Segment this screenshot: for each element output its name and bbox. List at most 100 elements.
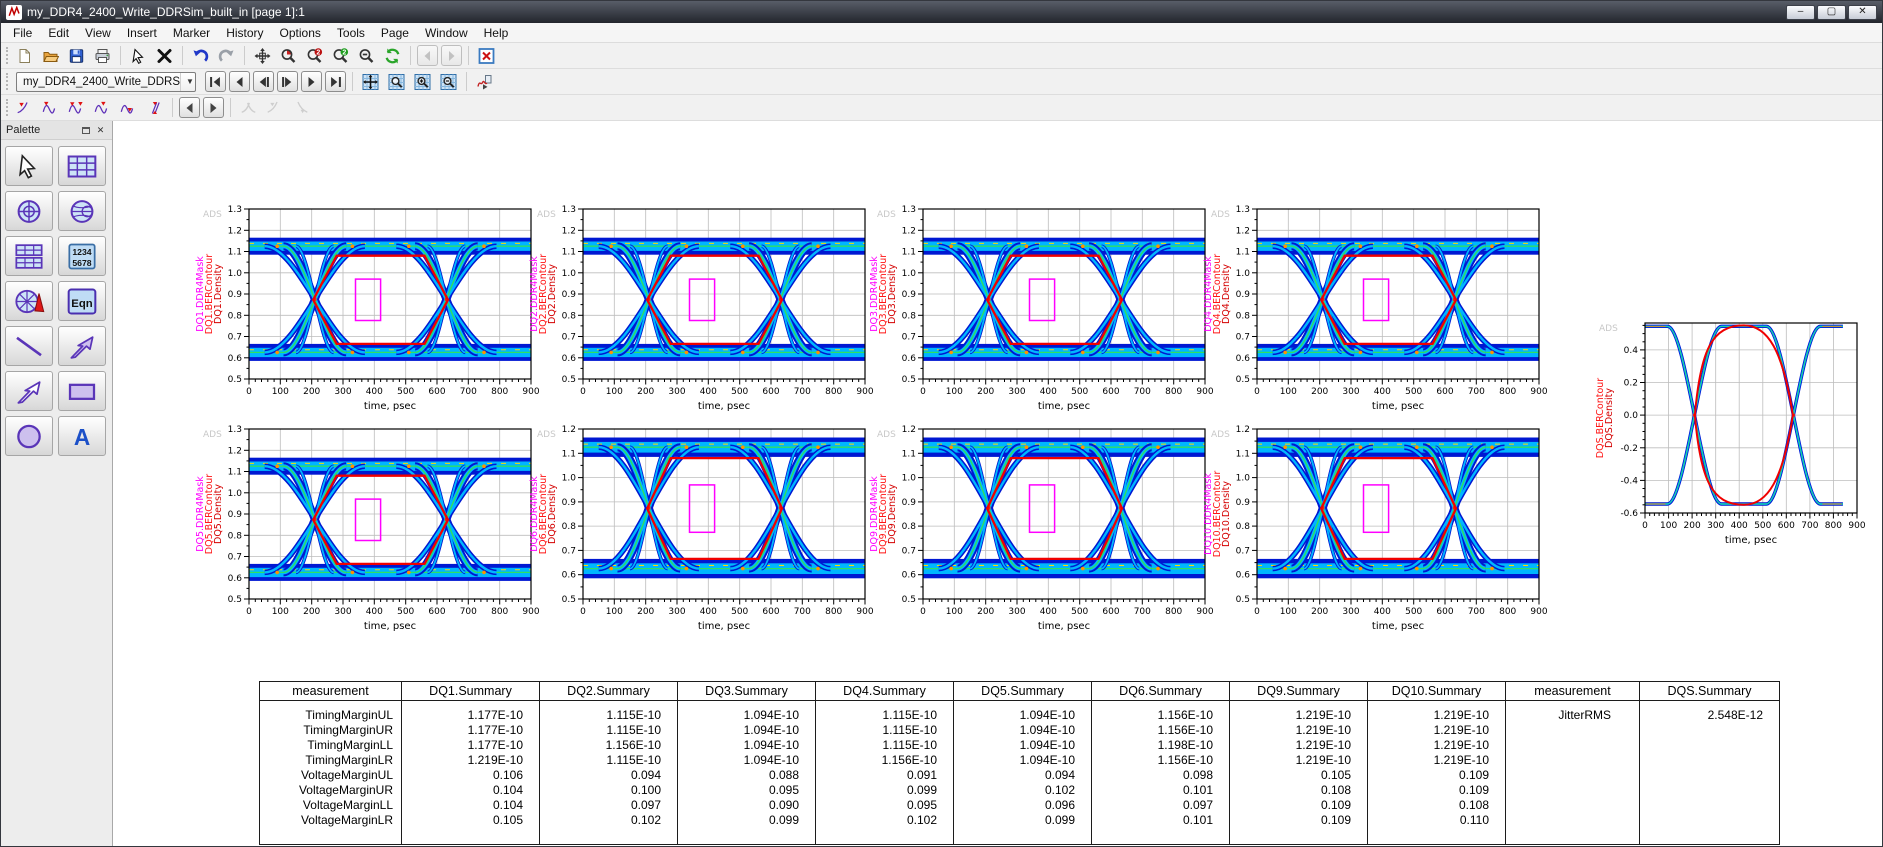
column-header: DQ1.Summary [401, 681, 540, 701]
svg-text:100: 100 [946, 387, 963, 397]
plot-export-button[interactable] [472, 70, 497, 94]
nav-prev-page-button[interactable] [253, 71, 274, 92]
maximize-button[interactable]: ▢ [1817, 4, 1846, 20]
zoom-off-button[interactable] [354, 44, 379, 68]
select-button[interactable] [126, 44, 151, 68]
close-button[interactable]: ✕ [1848, 4, 1877, 20]
value-cell: 0.099 [815, 782, 954, 798]
marker-min-button[interactable] [90, 96, 115, 120]
plot-DQ1[interactable]: 0 100 200 300 400 500 600 700 800 900 0.5 0.6 0.7 0.8… [193, 195, 539, 417]
plot-DQ10[interactable]: 0 100 200 300 400 500 600 700 800 900 0.5 0.6 0.7 0.8… [1201, 415, 1547, 637]
menu-file[interactable]: File [13, 25, 33, 40]
nav-prev-button[interactable] [229, 71, 250, 92]
open-button[interactable] [38, 44, 63, 68]
svg-text:300: 300 [668, 607, 685, 617]
stacked-plot-tool[interactable] [5, 236, 53, 276]
view-zoom-area-button[interactable] [384, 70, 409, 94]
view-fit-button[interactable] [358, 70, 383, 94]
zoom-in-2x-button[interactable]: 2 [302, 44, 327, 68]
palette-close-button[interactable]: ✕ [94, 124, 107, 136]
value-cell: 1.219E-10 [1229, 752, 1368, 768]
marker-peak-button[interactable] [64, 96, 89, 120]
rect-plot-tool[interactable] [58, 146, 106, 186]
plot-DQ4[interactable]: 0 100 200 300 400 500 600 700 800 900 0.5 0.6 0.7 0.8… [1201, 195, 1547, 417]
menu-insert[interactable]: Insert [126, 25, 157, 40]
palette-float-button[interactable] [79, 124, 92, 136]
save-button[interactable] [64, 44, 89, 68]
nav-next-page-button[interactable] [277, 71, 298, 92]
menu-edit[interactable]: Edit [48, 25, 70, 40]
polar-plot-tool[interactable] [5, 191, 53, 231]
svg-text:300: 300 [1707, 521, 1724, 531]
print-button[interactable] [90, 44, 115, 68]
plot-DQ9[interactable]: 0 100 200 300 400 500 600 700 800 900 0.5 0.6 0.7 0.8… [867, 415, 1213, 637]
close-window-button[interactable] [474, 44, 499, 68]
menu-help[interactable]: Help [483, 25, 509, 40]
circle-shape-tool[interactable] [5, 416, 53, 456]
summary-table[interactable]: measurement DQ1.Summary DQ2.Summary DQ3.Sum… [259, 681, 1780, 845]
svg-text:900: 900 [522, 387, 539, 397]
svg-text:0.7: 0.7 [902, 333, 916, 343]
redo-button[interactable] [214, 44, 239, 68]
smith-chart-tool[interactable] [58, 191, 106, 231]
arrow-outline-tool[interactable] [5, 371, 53, 411]
column-header: DQ3.Summary [677, 681, 816, 701]
delete-button[interactable] [152, 44, 177, 68]
nav-next-button[interactable] [301, 71, 322, 92]
minimize-button[interactable]: – [1786, 4, 1815, 20]
marker-prev-icon [186, 102, 193, 113]
zoom-area-button[interactable] [276, 44, 301, 68]
marker-valley-button[interactable] [116, 96, 141, 120]
svg-text:1.0: 1.0 [1236, 269, 1251, 279]
menu-tools[interactable]: Tools [336, 25, 365, 40]
value-cell: 1.219E-10 [1367, 722, 1506, 738]
text-tool-tool[interactable]: A [58, 416, 106, 456]
nav-last-button[interactable] [325, 71, 346, 92]
svg-text:0.8: 0.8 [228, 311, 243, 321]
menu-marker[interactable]: Marker [172, 25, 211, 40]
plot-DQS[interactable]: 0 100 200 300 400 500 600 700 800 900 -0.6 -0.4 -0.2… [1593, 307, 1873, 559]
list-plot-tool[interactable]: 1234 5678 [58, 236, 106, 276]
nav-first-button[interactable] [205, 71, 226, 92]
plot-DQ3[interactable]: 0 100 200 300 400 500 600 700 800 900 0.5 0.6 0.7 0.8… [867, 195, 1213, 417]
menu-history[interactable]: History [226, 25, 264, 40]
new-button[interactable] [12, 44, 37, 68]
plot-DQ6[interactable]: 0 100 200 300 400 500 600 700 800 900 0.5 0.6 0.7 0.8… [527, 415, 873, 637]
view-zoom-in-button[interactable] [410, 70, 435, 94]
pan-button[interactable] [250, 44, 275, 68]
svg-text:0.0: 0.0 [1624, 411, 1639, 421]
marker-prev-button[interactable] [179, 97, 200, 118]
dataset-selector[interactable]: my_DDR4_2400_Write_DDRS ▼ [16, 71, 196, 92]
marker-max-button[interactable] [38, 96, 63, 120]
value-cell: 0.100 [539, 782, 678, 798]
svg-text:0.6: 0.6 [562, 571, 577, 581]
plot-DQ2[interactable]: 0 100 200 300 400 500 600 700 800 900 0.5 0.6 0.7 0.8… [527, 195, 873, 417]
refresh-data-button[interactable] [380, 44, 405, 68]
ddr4-mask [1362, 278, 1390, 322]
menu-options[interactable]: Options [279, 25, 321, 40]
page-canvas[interactable]: 0 100 200 300 400 500 600 700 800 900 0.5 0.6 0.7 0.8… [113, 121, 1882, 846]
menu-view[interactable]: View [85, 25, 111, 40]
svg-text:100: 100 [606, 387, 623, 397]
equation-tool[interactable]: Eqn [58, 281, 106, 321]
undo-button[interactable] [188, 44, 213, 68]
marker-next-button[interactable] [203, 97, 224, 118]
menu-page[interactable]: Page [380, 25, 409, 40]
rectangle-shape-tool[interactable] [58, 371, 106, 411]
view-zoom-out-button[interactable] [436, 70, 461, 94]
svg-text:500: 500 [1754, 521, 1771, 531]
svg-text:0.5: 0.5 [562, 595, 576, 605]
line-tool[interactable] [5, 326, 53, 366]
marker-delta-button[interactable] [142, 96, 167, 120]
marker-new-button[interactable] [12, 96, 37, 120]
antenna-plot-tool[interactable] [5, 281, 53, 321]
zoom-out-2x-button[interactable]: 2 [328, 44, 353, 68]
menu-window[interactable]: Window [424, 25, 468, 40]
palette-select-tool[interactable] [5, 146, 53, 186]
svg-text:1.1: 1.1 [228, 468, 242, 478]
svg-text:-0.4: -0.4 [1620, 476, 1638, 486]
axis [1252, 428, 1540, 605]
svg-text:900: 900 [1196, 387, 1213, 397]
plot-DQ5[interactable]: 0 100 200 300 400 500 600 700 800 900 0.5 0.6 0.7 0.8… [193, 415, 539, 637]
arrow-filled-tool[interactable] [58, 326, 106, 366]
